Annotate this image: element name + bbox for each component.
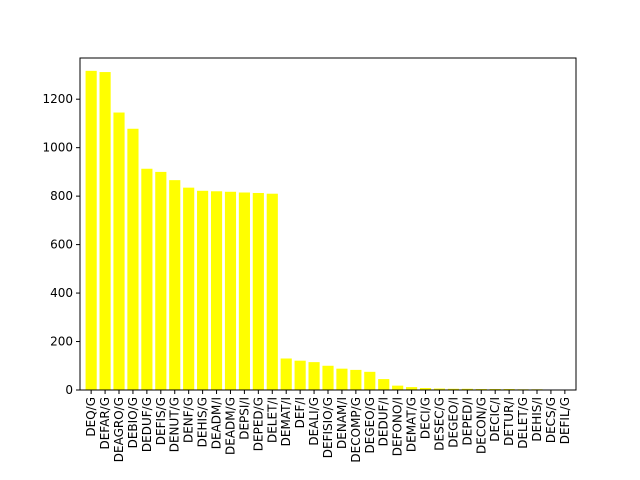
bar-DEMAT/G	[406, 387, 418, 390]
x-tick-label: DEALI/G	[307, 397, 321, 446]
bar-DEHIS/G	[197, 190, 209, 390]
x-tick-label: DEFAR/G	[98, 397, 112, 450]
bar-DEGEO/G	[364, 371, 376, 390]
x-tick-label: DEGEO/G	[363, 397, 377, 454]
x-tick-label: DENAM/I	[335, 397, 349, 449]
bar-DEGEO/I	[447, 388, 459, 390]
bar-DEADM/G	[224, 191, 237, 390]
x-tick-label: DEFIS/G	[154, 397, 168, 445]
x-tick-label: DEHIS/G	[196, 397, 210, 447]
bar-DEFISIO/G	[322, 365, 334, 390]
y-tick-label: 1200	[42, 92, 73, 106]
x-tick-label: DECON/G	[474, 397, 488, 454]
bar-DEQ/G	[85, 70, 97, 390]
bar-DELET/I	[266, 193, 278, 390]
x-tick-label: DEMAT/I	[279, 397, 293, 446]
x-tick-label: DEFISIO/G	[321, 397, 335, 458]
bar-DEPED/G	[252, 192, 264, 390]
x-tick-label: DEPSI/I	[237, 397, 251, 440]
x-tick-label: DECS/G	[544, 397, 558, 443]
x-tick-label: DEADM/G	[223, 397, 237, 455]
x-tick-label: DEHIS/I	[530, 397, 544, 442]
y-tick-label: 600	[50, 238, 73, 252]
bar-DECI/G	[419, 388, 432, 390]
bar-DEPSI/I	[238, 192, 250, 390]
x-tick-label: DECIC/I	[488, 397, 502, 442]
bar-DENUT/G	[169, 180, 181, 390]
bar-DEF/I	[294, 360, 306, 390]
x-tick-label: DESEC/G	[432, 397, 446, 451]
x-tick-label: DEF/I	[293, 397, 307, 428]
bar-DEFIS/G	[155, 171, 167, 390]
bar-DEMAT/I	[280, 358, 292, 390]
bar-DEAGRO/G	[113, 112, 125, 390]
bar-DEALI/G	[308, 362, 320, 390]
x-tick-label: DEBIO/G	[126, 397, 140, 448]
x-tick-label: DEDUF/G	[140, 397, 154, 452]
y-tick-label: 800	[50, 189, 73, 203]
bar-DESEC/G	[433, 388, 446, 390]
y-tick-label: 200	[50, 335, 73, 349]
x-tick-label: DECI/G	[419, 397, 433, 439]
x-tick-label: DEAGRO/G	[112, 397, 126, 462]
bar-DEDUF/G	[141, 168, 153, 390]
bar-DENF/G	[183, 187, 195, 390]
x-tick-label: DEFIL/G	[558, 397, 572, 444]
x-tick-label: DETUR/I	[502, 397, 516, 446]
x-tick-label: DEADM/I	[210, 397, 224, 449]
bar-DEFAR/G	[99, 72, 111, 390]
x-tick-label: DENF/G	[182, 397, 196, 443]
x-tick-label: DEPED/I	[460, 397, 474, 445]
bar-DEDUF/I	[378, 379, 390, 390]
bar-DEFONO/I	[392, 385, 404, 390]
x-tick-label: DEDUF/I	[377, 397, 391, 446]
x-tick-label: DECOMP/G	[349, 397, 363, 463]
plot-frame	[79, 57, 577, 391]
bar-DENAM/I	[336, 368, 348, 390]
bar-DECOMP/G	[350, 369, 362, 390]
x-tick-label: DELET/G	[516, 397, 530, 449]
x-tick-label: DEPED/G	[251, 397, 265, 451]
bar-DEADM/I	[210, 191, 223, 390]
x-axis-ticks: DEQ/G DEFAR/G DEAGRO/G DEBIO/G DEDUF/G DEFIS/…	[84, 390, 572, 463]
bar-DEBIO/G	[127, 128, 139, 390]
x-tick-label: DEFONO/I	[391, 397, 405, 456]
y-tick-label: 1000	[42, 141, 73, 155]
bar-DEPED/I	[461, 388, 473, 390]
y-axis-ticks: 0 200 400 600 800 1000 1200	[42, 92, 80, 397]
bars-group	[85, 70, 571, 390]
x-tick-label: DEGEO/I	[446, 397, 460, 448]
y-tick-label: 0	[65, 383, 73, 397]
x-tick-label: DELET/I	[265, 397, 279, 443]
y-tick-label: 400	[50, 286, 73, 300]
x-tick-label: DEQ/G	[84, 397, 98, 437]
x-tick-label: DENUT/G	[168, 397, 182, 452]
x-tick-label: DEMAT/G	[405, 397, 419, 452]
